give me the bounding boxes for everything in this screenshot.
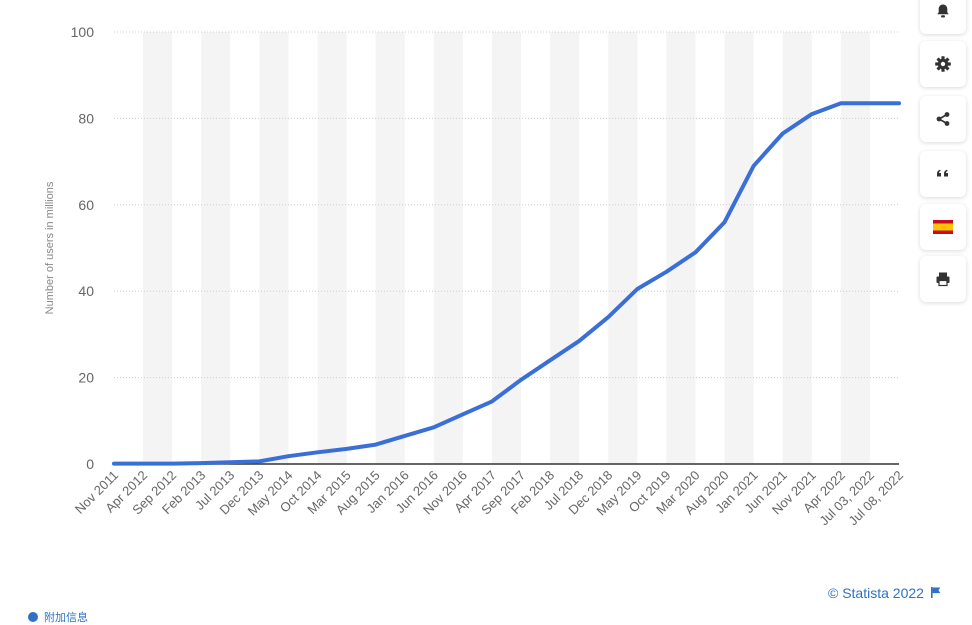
gear-icon: [934, 55, 952, 73]
bell-icon: [935, 3, 951, 19]
flag-icon: [930, 585, 941, 601]
y-tick-label: 40: [78, 283, 94, 299]
notification-button[interactable]: [920, 0, 966, 34]
column-band: [550, 32, 580, 464]
language-button[interactable]: [920, 204, 966, 250]
gridlines: [114, 31, 899, 379]
column-band: [666, 32, 696, 464]
line-chart: 0 20 40 60 80 100 Number of users in millions…: [44, 24, 906, 529]
info-icon: [28, 612, 38, 622]
column-band: [375, 32, 405, 464]
statista-credit[interactable]: © Statista 2022: [828, 585, 941, 601]
share-icon: [935, 111, 951, 127]
cite-button[interactable]: [920, 151, 966, 197]
spain-flag-icon: [933, 220, 953, 234]
print-icon: [935, 271, 951, 287]
column-band: [608, 32, 638, 464]
y-tick-label: 100: [71, 24, 95, 40]
series-line: [112, 101, 901, 466]
column-band: [433, 32, 463, 464]
y-tick-label: 80: [78, 110, 94, 126]
y-tick-label: 60: [78, 197, 94, 213]
settings-button[interactable]: [920, 41, 966, 87]
share-button[interactable]: [920, 96, 966, 142]
y-tick-label: 0: [86, 456, 94, 472]
print-button[interactable]: [920, 256, 966, 302]
additional-info-link[interactable]: 附加信息: [28, 609, 88, 625]
y-axis-label: Number of users in millions: [44, 181, 56, 314]
column-band: [840, 32, 870, 464]
column-band: [259, 32, 289, 464]
y-tick-label: 20: [78, 370, 94, 386]
quote-icon: [935, 166, 951, 182]
column-band: [317, 32, 347, 464]
additional-info-label: 附加信息: [44, 612, 88, 624]
column-band: [724, 32, 754, 464]
column-band: [143, 32, 173, 464]
column-bands: [143, 32, 870, 464]
credit-text[interactable]: © Statista 2022: [828, 585, 924, 601]
column-band: [782, 32, 812, 464]
column-band: [201, 32, 231, 464]
y-axis-ticks: 0 20 40 60 80 100: [71, 24, 95, 472]
